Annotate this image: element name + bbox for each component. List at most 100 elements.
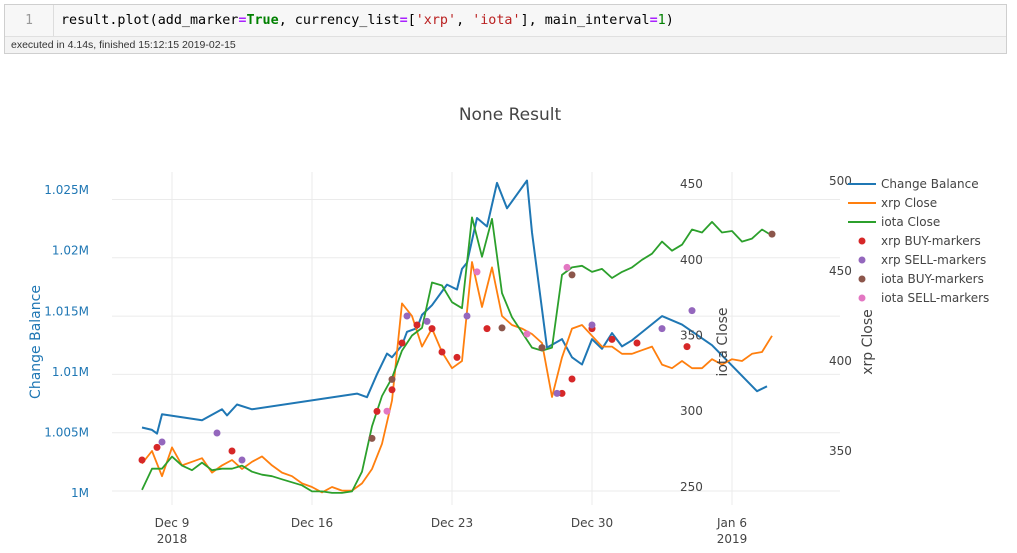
marker-point-xrp-buy-markers: [373, 407, 381, 415]
marker-point-iota-buy-markers: [368, 434, 376, 442]
x-tick-sublabel: 2019: [717, 532, 748, 546]
legend-label-xrp-buy-markers: xrp BUY-markers: [881, 234, 981, 248]
x-tick-label: Dec 9: [155, 516, 190, 530]
marker-point-xrp-buy-markers: [388, 386, 396, 394]
legend-label-xrp-close: xrp Close: [881, 196, 937, 210]
marker-point-xrp-buy-markers: [633, 339, 641, 347]
markers-layer[interactable]: [138, 230, 776, 464]
marker-point-xrp-sell-markers: [658, 325, 666, 333]
marker-point-xrp-buy-markers: [608, 335, 616, 343]
x-tick-label: Dec 23: [431, 516, 473, 530]
legend-label-change-balance: Change Balance: [881, 177, 979, 191]
y-tick-label-xrp: 450: [829, 264, 852, 278]
marker-point-xrp-sell-markers: [463, 312, 471, 320]
y-axis-title-iota: iota Close: [715, 307, 731, 376]
plot-area[interactable]: [141, 179, 773, 494]
marker-point-xrp-sell-markers: [588, 321, 596, 329]
code-eq: =: [238, 13, 247, 28]
marker-point-iota-sell-markers: [563, 263, 571, 271]
y-tick-label-xrp: 400: [829, 354, 852, 368]
marker-point-xrp-buy-markers: [228, 447, 236, 455]
code-arg: , currency_list: [278, 13, 400, 28]
marker-point-xrp-sell-markers: [403, 312, 411, 320]
marker-point-iota-buy-markers: [538, 344, 546, 352]
marker-point-iota-buy-markers: [768, 230, 776, 238]
code-cell[interactable]: 1 result.plot(add_marker=True, currency_…: [4, 4, 1007, 54]
marker-point-xrp-buy-markers: [153, 443, 161, 451]
code-fn: result.plot(add_marker: [61, 13, 239, 28]
x-tick-label: Jan 6: [716, 516, 747, 530]
marker-point-iota-buy-markers: [388, 375, 396, 383]
marker-point-xrp-sell-markers: [688, 307, 696, 315]
y-tick-label-iota: 450: [680, 177, 703, 191]
legend-label-iota-sell-markers: iota SELL-markers: [881, 291, 989, 305]
series-line-xrp-close: [141, 261, 773, 494]
code-string: 'iota': [472, 13, 521, 28]
y-tick-label-balance: 1.02M: [52, 244, 89, 258]
y-tick-label-balance: 1.025M: [44, 183, 89, 197]
legend-swatch-xrp-sell-markers: [858, 256, 866, 264]
y-tick-label-balance: 1.01M: [52, 365, 89, 379]
y-axis-title-balance: Change Balance: [28, 285, 44, 399]
marker-point-iota-sell-markers: [473, 268, 481, 276]
marker-point-xrp-sell-markers: [158, 438, 166, 446]
chart-title: None Result: [459, 105, 562, 125]
marker-point-xrp-buy-markers: [398, 339, 406, 347]
y-tick-label-balance: 1M: [71, 486, 89, 500]
code-eq: =: [399, 13, 408, 28]
x-tick-sublabel: 2018: [157, 532, 188, 546]
code-true: True: [246, 13, 279, 28]
axes: 1M 1.005M 1.01M 1.015M 1.02M 1.025M 250 300 350 4…: [44, 174, 852, 546]
y-tick-label-iota: 250: [680, 480, 703, 494]
code-comma: ,: [456, 13, 473, 28]
marker-point-xrp-buy-markers: [568, 375, 576, 383]
marker-point-xrp-buy-markers: [683, 343, 691, 351]
marker-point-xrp-buy-markers: [138, 456, 146, 464]
grid: [112, 172, 840, 505]
marker-point-xrp-buy-markers: [413, 321, 421, 329]
code-bracket: [: [407, 13, 416, 28]
marker-point-xrp-sell-markers: [238, 456, 246, 464]
y-tick-label-xrp: 500: [829, 174, 852, 188]
marker-point-iota-buy-markers: [568, 271, 576, 279]
marker-point-xrp-buy-markers: [453, 353, 461, 361]
marker-point-xrp-buy-markers: [558, 389, 566, 397]
marker-point-iota-buy-markers: [498, 324, 506, 332]
legend-label-iota-buy-markers: iota BUY-markers: [881, 272, 984, 286]
marker-point-xrp-sell-markers: [213, 429, 221, 437]
y-axis-title-xrp: xrp Close: [860, 309, 876, 375]
marker-point-iota-sell-markers: [383, 407, 391, 415]
y-tick-label-iota: 300: [680, 404, 703, 418]
execution-status: executed in 4.14s, finished 15:12:15 201…: [5, 36, 1006, 53]
line-number: 1: [5, 5, 54, 36]
code-input-row[interactable]: 1 result.plot(add_marker=True, currency_…: [5, 5, 1006, 36]
marker-point-xrp-buy-markers: [428, 325, 436, 333]
legend-swatch-xrp-buy-markers: [858, 237, 866, 245]
marker-point-xrp-sell-markers: [423, 317, 431, 325]
code-eq: =: [649, 13, 658, 28]
marker-point-iota-sell-markers: [523, 330, 531, 338]
legend-swatch-iota-sell-markers: [858, 294, 866, 302]
y-tick-label-iota: 400: [680, 253, 703, 267]
y-tick-label-iota: 350: [680, 328, 703, 342]
code-line[interactable]: result.plot(add_marker=True, currency_li…: [61, 5, 674, 36]
legend-swatch-iota-buy-markers: [858, 275, 866, 283]
y-tick-label-balance: 1.005M: [44, 425, 89, 439]
legend-label-xrp-sell-markers: xrp SELL-markers: [881, 253, 986, 267]
y-tick-label-balance: 1.015M: [44, 304, 89, 318]
marker-point-xrp-sell-markers: [553, 389, 561, 397]
x-tick-label: Dec 30: [571, 516, 613, 530]
marker-point-xrp-buy-markers: [483, 325, 491, 333]
series-line-change-balance: [141, 179, 768, 435]
code-number: 1: [657, 13, 666, 28]
code-arg: ], main_interval: [520, 13, 650, 28]
series-line-iota-close: [141, 216, 773, 494]
legend[interactable]: Change Balance xrp Close iota Close xrp BUY…: [848, 177, 989, 305]
x-tick-label: Dec 16: [291, 516, 333, 530]
y-tick-label-xrp: 350: [829, 444, 852, 458]
code-close: ): [665, 13, 674, 28]
marker-point-xrp-buy-markers: [438, 348, 446, 356]
code-string: 'xrp': [415, 13, 457, 28]
legend-label-iota-close: iota Close: [881, 215, 940, 229]
